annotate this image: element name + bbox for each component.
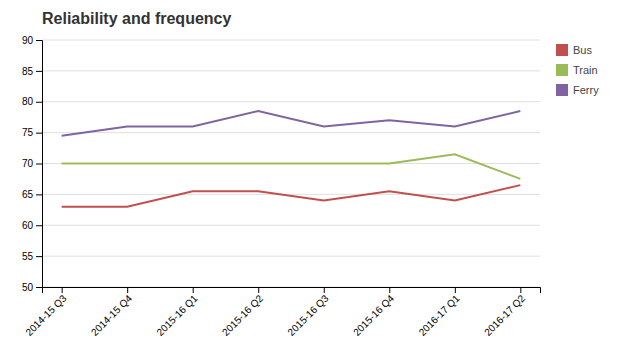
tick-mark (36, 40, 42, 41)
grid-line (42, 101, 540, 102)
legend-item: Bus (556, 44, 592, 56)
tick: 75 (22, 127, 42, 138)
tick-label: 80 (22, 96, 34, 107)
legend-swatch (556, 44, 568, 56)
tick-label: 2014-15 Q3 (23, 292, 68, 337)
tick-mark (36, 133, 42, 134)
tick: 85 (22, 66, 42, 77)
grid-line (42, 70, 540, 71)
tick-mark (36, 71, 42, 72)
tick-mark (36, 102, 42, 103)
grid-line (42, 40, 540, 41)
grid-line (42, 256, 540, 257)
tick-label: 2016-17 Q2 (482, 292, 527, 337)
tick: 2016-17 Q1 (417, 287, 462, 338)
tick: 2015-16 Q3 (285, 287, 330, 338)
tick-label: 55 (22, 251, 34, 262)
grid-line (42, 194, 540, 195)
title: Reliability and frequency (42, 10, 231, 27)
tick-label: 2016-17 Q1 (417, 292, 462, 337)
grid (42, 40, 540, 287)
tick: 2015-16 Q1 (154, 287, 199, 338)
tick-label: 2015-16 Q3 (285, 292, 330, 337)
axis-domain (43, 288, 541, 294)
tick-mark (62, 287, 63, 293)
tick: 55 (22, 251, 42, 262)
tick-mark (520, 287, 521, 293)
series-line (62, 185, 521, 207)
legend-swatch (556, 64, 568, 76)
series-line (62, 154, 521, 179)
tick: 80 (22, 96, 42, 107)
y-axis: 50 55 60 65 70 75 80 85 90 (22, 35, 43, 293)
tick: 60 (22, 220, 42, 231)
legend-label: Train (573, 64, 598, 76)
tick-label: 2015-16 Q1 (154, 292, 199, 337)
legend-swatch (556, 84, 568, 96)
tick-mark (193, 287, 194, 293)
tick-label: 75 (22, 127, 34, 138)
tick-mark (36, 194, 42, 195)
tick-label: 90 (22, 35, 34, 46)
tick-mark (36, 164, 42, 165)
legend-label: Bus (573, 44, 592, 56)
tick-mark (36, 225, 42, 226)
axis-domain (36, 41, 43, 288)
tick: 65 (22, 189, 42, 200)
tick-mark (455, 287, 456, 293)
tick-label: 70 (22, 158, 34, 169)
tick-mark (36, 287, 42, 288)
tick-label: 2014-15 Q4 (89, 292, 134, 337)
legend-item: Train (556, 64, 598, 76)
tick-label: 2015-16 Q4 (351, 292, 396, 337)
tick-label: 60 (22, 220, 34, 231)
legend-label: Ferry (573, 84, 599, 96)
tick: 70 (22, 158, 42, 169)
tick-label: 2015-16 Q2 (220, 292, 265, 337)
tick-label: 50 (22, 282, 34, 293)
tick-label: 65 (22, 189, 34, 200)
grid-line (42, 132, 540, 133)
tick: 2016-17 Q2 (482, 287, 527, 338)
tick-mark (258, 287, 259, 293)
tick: 2015-16 Q4 (351, 287, 396, 338)
legend: Bus Train Ferry (556, 44, 599, 96)
tick: 2014-15 Q3 (23, 287, 68, 338)
tick: 90 (22, 35, 42, 46)
tick: 2015-16 Q2 (220, 287, 265, 338)
series-line (62, 111, 521, 136)
tick: 50 (22, 282, 42, 293)
tick-mark (36, 256, 42, 257)
plot: 5055606570758085902014-15 Q32014-15 Q420… (22, 35, 541, 338)
tick-mark (127, 287, 128, 293)
tick: 2014-15 Q4 (89, 287, 134, 338)
tick-mark (389, 287, 390, 293)
x-axis: 2014-15 Q3 2014-15 Q4 2015-16 Q1 2015-16 Q2… (23, 287, 540, 338)
marks (62, 111, 521, 207)
grid-line (42, 225, 540, 226)
tick-mark (324, 287, 325, 293)
chart: Reliability and frequency 50 55 60 65 70 75 80 8… (0, 0, 620, 349)
tick-label: 85 (22, 66, 34, 77)
legend-item: Ferry (556, 84, 599, 96)
